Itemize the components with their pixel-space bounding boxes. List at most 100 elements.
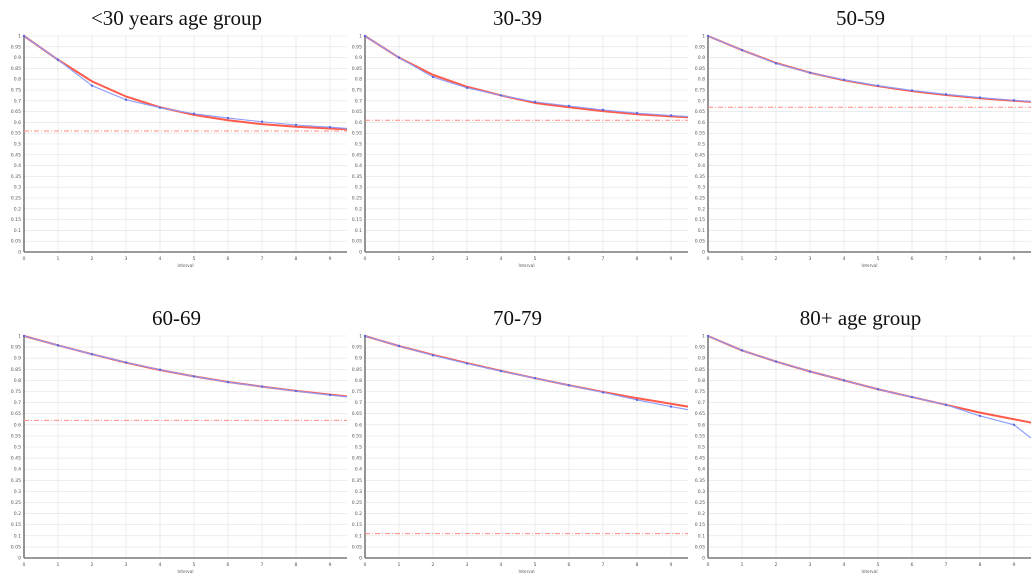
x-tick-label: 6 — [568, 562, 571, 568]
chart-panel-1: <30 years age group 0 0.05 0.1 0.15 0.2 0.25 0… — [4, 6, 349, 272]
x-tick-label: 4 — [843, 256, 846, 262]
x-tick-label: 7 — [945, 562, 948, 568]
x-tick-label: 6 — [227, 256, 230, 262]
data-point — [260, 120, 264, 123]
x-tick-label: 4 — [159, 562, 162, 568]
data-point — [431, 75, 435, 79]
y-tick-label: 0.9 — [14, 55, 21, 61]
y-tick-label: 0.35 — [11, 478, 21, 484]
y-tick-label: 0.45 — [695, 456, 705, 462]
y-tick-label: 0.85 — [11, 66, 21, 72]
data-point — [567, 104, 571, 108]
data-point — [158, 106, 162, 109]
data-point — [842, 78, 846, 82]
chart-title: 80+ age group — [799, 306, 922, 330]
x-axis-label: Interval — [861, 263, 877, 268]
chart-title: <30 years age group — [90, 6, 263, 30]
chart-title: 30-39 — [493, 6, 542, 30]
y-tick-label: 0.4 — [698, 163, 705, 169]
y-tick-label: 0.45 — [11, 456, 21, 462]
y-tick-label: 0.65 — [11, 109, 21, 115]
data-point — [944, 403, 948, 407]
x-tick-label: 8 — [636, 562, 639, 568]
x-tick-label: 2 — [775, 562, 778, 568]
y-tick-label: 0.05 — [352, 544, 362, 550]
x-tick-label: 3 — [466, 256, 469, 262]
y-tick-label: 0.6 — [14, 120, 21, 126]
data-point — [774, 360, 778, 363]
y-tick-label: 0.6 — [698, 422, 705, 428]
y-tick-label: 0.6 — [355, 120, 362, 126]
x-tick-label: 8 — [295, 562, 298, 568]
y-tick-label: 0.2 — [14, 206, 21, 212]
y-tick-label: 0.5 — [698, 142, 705, 148]
y-tick-label: 0.95 — [11, 44, 21, 50]
y-tick-label: 0.4 — [355, 467, 362, 473]
chart-panel-6: 80+ age group 0 0.05 0.1 0.15 0.2 0.25 0.3 0.35… — [688, 306, 1033, 578]
y-tick-label: 0.75 — [352, 389, 362, 395]
data-point — [1012, 99, 1016, 102]
x-tick-label: 7 — [602, 562, 605, 568]
y-tick-label: 0.95 — [695, 345, 705, 351]
data-point — [944, 93, 948, 96]
y-tick-label: 0.25 — [352, 500, 362, 506]
y-tick-label: 0.95 — [11, 345, 21, 351]
y-tick-label: 0.5 — [14, 142, 21, 148]
data-point — [808, 370, 812, 373]
x-tick-label: 1 — [57, 256, 60, 262]
x-tick-label: 7 — [945, 256, 948, 262]
chart-panel-2: 30-39 0 0.05 0.1 0.15 0.2 0.25 0.3 0.35 0.4 0.45 0… — [345, 6, 690, 272]
y-tick-label: 0.15 — [352, 217, 362, 223]
data-point — [533, 100, 537, 104]
y-tick-label: 0.8 — [355, 378, 362, 384]
data-point — [601, 391, 605, 394]
y-tick-label: 0.65 — [352, 411, 362, 417]
y-tick-label: 0.7 — [698, 98, 705, 104]
y-tick-label: 0.65 — [695, 109, 705, 115]
y-tick-label: 0 — [359, 556, 362, 562]
survival-chart: 0 0.05 0.1 0.15 0.2 0.25 0.3 0.35 0.4 0.45 0.5 0.55… — [695, 334, 1032, 574]
data-point — [431, 354, 435, 357]
y-tick-label: 0.75 — [695, 88, 705, 94]
y-tick-label: 0.45 — [695, 152, 705, 158]
y-tick-label: 1 — [702, 334, 705, 340]
y-tick-label: 0.9 — [355, 55, 362, 61]
survival-chart: 0 0.05 0.1 0.15 0.2 0.25 0.3 0.35 0.4 0.45 0.5 0.55… — [352, 334, 689, 574]
x-tick-label: 5 — [877, 562, 880, 568]
y-tick-label: 0.55 — [352, 131, 362, 137]
y-tick-label: 0.15 — [695, 217, 705, 223]
y-tick-label: 0.75 — [695, 389, 705, 395]
x-tick-label: 8 — [636, 256, 639, 262]
x-tick-label: 1 — [398, 562, 401, 568]
y-tick-label: 0.15 — [11, 217, 21, 223]
y-tick-label: 0.95 — [352, 345, 362, 351]
x-tick-label: 0 — [707, 562, 710, 568]
survival-chart: 0 0.05 0.1 0.15 0.2 0.25 0.3 0.35 0.4 0.45 0.5 0.55… — [11, 334, 348, 574]
y-tick-label: 0.1 — [14, 228, 21, 234]
y-tick-label: 0.85 — [352, 367, 362, 373]
y-tick-label: 1 — [359, 334, 362, 340]
y-tick-label: 0.05 — [11, 239, 21, 245]
x-tick-label: 5 — [193, 562, 196, 568]
x-tick-label: 9 — [670, 256, 673, 262]
data-point — [192, 112, 196, 115]
x-tick-label: 4 — [500, 256, 503, 262]
data-point — [465, 86, 469, 90]
x-tick-label: 1 — [741, 256, 744, 262]
data-point — [978, 96, 982, 99]
y-tick-label: 0.65 — [695, 411, 705, 417]
x-tick-label: 5 — [534, 562, 537, 568]
y-tick-label: 0.6 — [14, 422, 21, 428]
data-point — [56, 344, 60, 347]
x-tick-label: 2 — [91, 562, 94, 568]
chart-title: 60-69 — [152, 306, 201, 330]
x-axis-label: Interval — [177, 263, 193, 268]
data-point — [499, 369, 503, 373]
y-tick-label: 0.45 — [352, 456, 362, 462]
y-tick-label: 0.8 — [14, 77, 21, 83]
data-point — [397, 56, 401, 59]
survival-chart: 0 0.05 0.1 0.15 0.2 0.25 0.3 0.35 0.4 0.45 0.5 0.55… — [11, 34, 348, 268]
data-point — [56, 58, 60, 61]
data-point — [669, 405, 673, 408]
y-tick-label: 0.55 — [695, 433, 705, 439]
